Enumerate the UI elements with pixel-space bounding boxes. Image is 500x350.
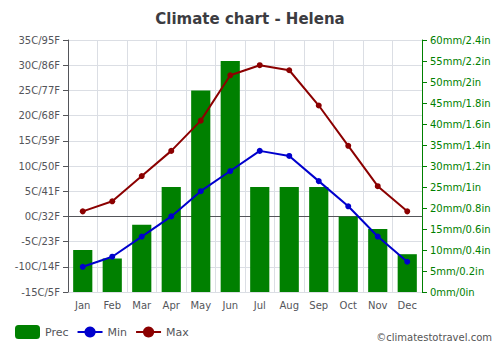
svg-text:Oct: Oct: [340, 300, 357, 311]
svg-text:Dec: Dec: [398, 300, 417, 311]
svg-text:35C/95F: 35C/95F: [18, 35, 60, 46]
svg-text:45mm/1.8in: 45mm/1.8in: [430, 98, 491, 109]
svg-text:55mm/2.2in: 55mm/2.2in: [430, 56, 491, 67]
svg-text:Min: Min: [108, 326, 128, 339]
svg-text:0mm/0in: 0mm/0in: [430, 287, 475, 298]
svg-text:Climate chart - Helena: Climate chart - Helena: [155, 10, 344, 28]
svg-text:Jun: Jun: [221, 300, 238, 311]
svg-text:©climatestotravel.com: ©climatestotravel.com: [376, 332, 492, 343]
svg-text:-5C/23F: -5C/23F: [21, 236, 60, 247]
svg-text:May: May: [190, 300, 211, 311]
svg-text:25C/77F: 25C/77F: [18, 85, 60, 96]
svg-text:40mm/1.6in: 40mm/1.6in: [430, 119, 491, 130]
svg-text:50mm/2in: 50mm/2in: [430, 77, 481, 88]
svg-text:25mm/1in: 25mm/1in: [430, 182, 481, 193]
svg-text:10mm/0.4in: 10mm/0.4in: [430, 245, 491, 256]
svg-text:Nov: Nov: [368, 300, 388, 311]
svg-text:35mm/1.4in: 35mm/1.4in: [430, 140, 491, 151]
svg-text:Prec: Prec: [45, 326, 69, 339]
svg-text:Max: Max: [166, 326, 189, 339]
svg-text:0C/32F: 0C/32F: [25, 211, 60, 222]
svg-text:15mm/0.6in: 15mm/0.6in: [430, 224, 491, 235]
svg-text:20C/68F: 20C/68F: [18, 110, 60, 121]
svg-text:5C/41F: 5C/41F: [25, 186, 60, 197]
svg-text:Sep: Sep: [309, 300, 328, 311]
svg-text:Feb: Feb: [103, 300, 121, 311]
svg-text:10C/50F: 10C/50F: [18, 161, 60, 172]
svg-text:Mar: Mar: [132, 300, 152, 311]
svg-text:20mm/0.8in: 20mm/0.8in: [430, 203, 491, 214]
svg-text:-10C/14F: -10C/14F: [15, 261, 60, 272]
svg-text:Jan: Jan: [74, 300, 90, 311]
svg-text:15C/59F: 15C/59F: [18, 135, 60, 146]
svg-text:-15C/5F: -15C/5F: [21, 287, 60, 298]
svg-text:30C/86F: 30C/86F: [18, 60, 60, 71]
svg-text:5mm/0.2in: 5mm/0.2in: [430, 266, 484, 277]
svg-text:Jul: Jul: [253, 300, 266, 311]
svg-text:60mm/2.4in: 60mm/2.4in: [430, 35, 491, 46]
svg-text:Apr: Apr: [163, 300, 181, 311]
svg-text:Aug: Aug: [279, 300, 299, 311]
svg-text:30mm/1.2in: 30mm/1.2in: [430, 161, 491, 172]
